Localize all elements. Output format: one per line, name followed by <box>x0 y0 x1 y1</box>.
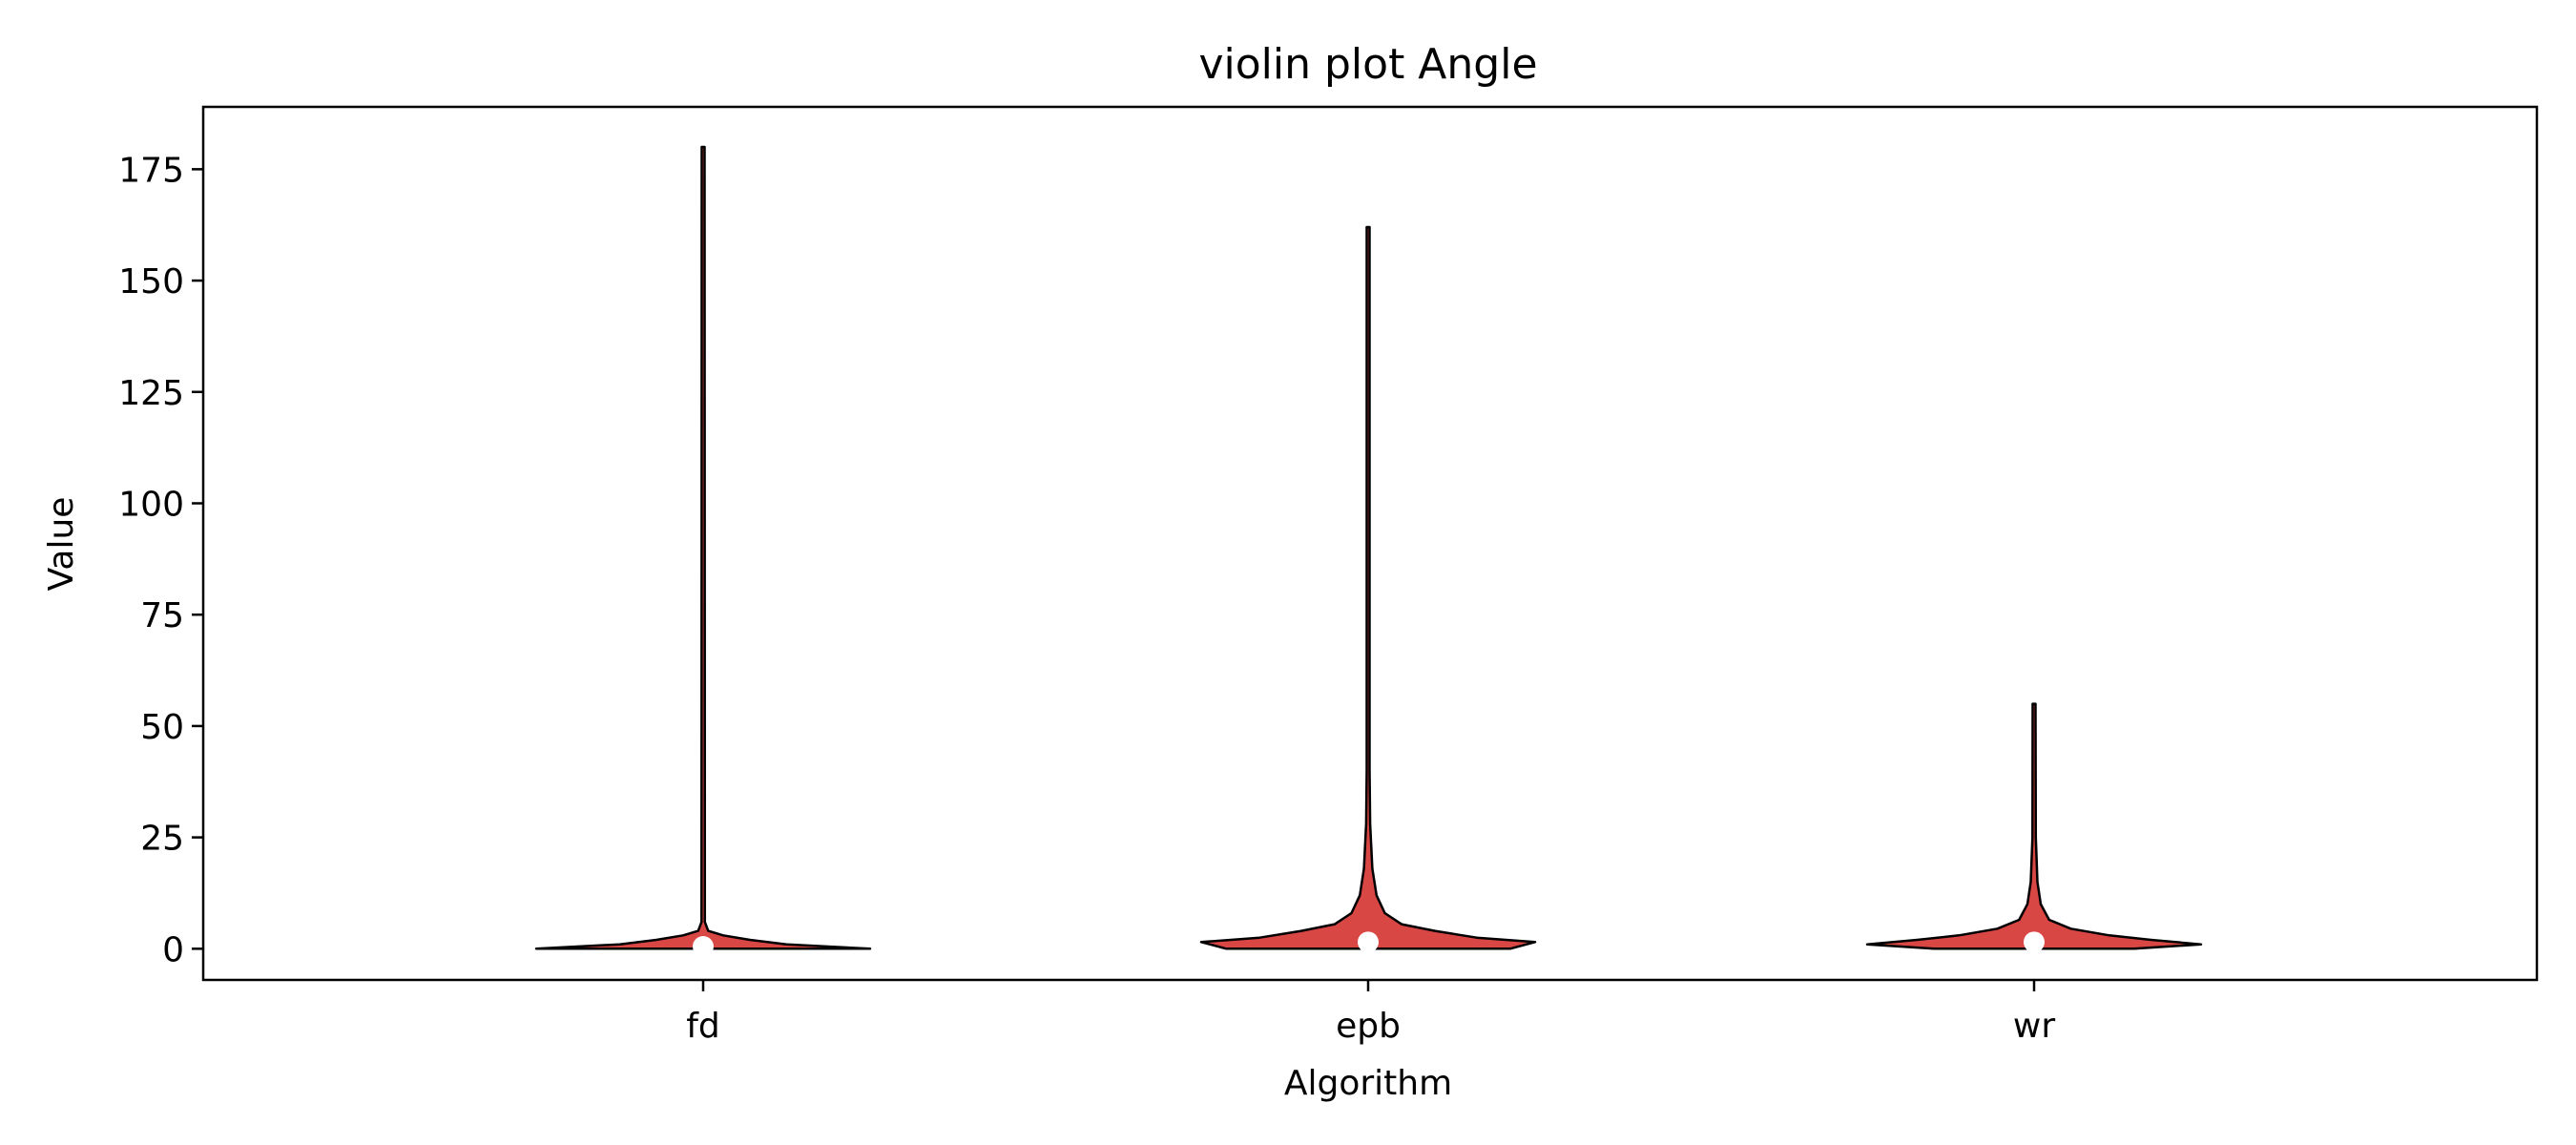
x-tick-label-epb: epb <box>1336 1007 1401 1046</box>
median-marker-epb <box>1358 931 1379 953</box>
y-tick-label: 125 <box>118 374 184 413</box>
x-tick-label-wr: wr <box>2013 1007 2055 1046</box>
median-marker-fd <box>693 935 714 957</box>
chart-title: violin plot Angle <box>1198 40 1537 89</box>
x-tick-label-fd: fd <box>686 1007 720 1046</box>
y-tick-label: 100 <box>118 485 184 524</box>
y-tick-label: 50 <box>140 708 184 747</box>
y-tick-label: 150 <box>118 262 184 302</box>
x-axis-label: Algorithm <box>1284 1064 1452 1103</box>
violin-fd <box>534 145 872 950</box>
y-axis: 0 25 50 75 100 125 150 175 <box>118 151 203 969</box>
violin-epb <box>1199 225 1537 950</box>
median-marker-wr <box>2024 931 2045 953</box>
plot-frame <box>201 105 2539 982</box>
y-tick-label: 75 <box>140 596 184 635</box>
y-axis-label: Value <box>42 497 81 592</box>
violin-wr <box>1865 702 2203 950</box>
y-tick-label: 175 <box>118 151 184 190</box>
violins-group <box>534 145 2203 957</box>
y-tick-label: 25 <box>140 820 184 859</box>
y-tick-label: 0 <box>162 930 184 969</box>
x-axis: fd epb wr <box>686 980 2055 1046</box>
